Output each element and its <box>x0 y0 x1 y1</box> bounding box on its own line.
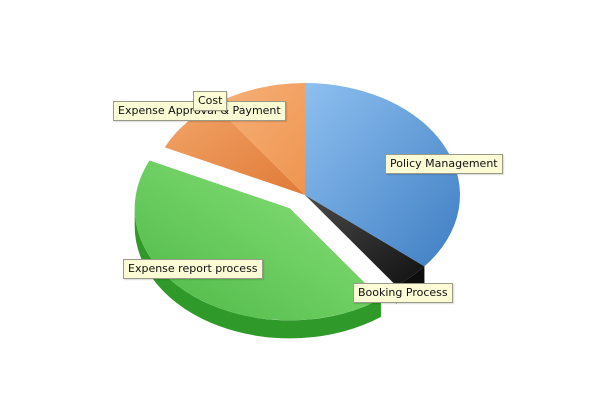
label-expense-report-process: Expense report process <box>123 259 263 279</box>
pie-slice-booking-process <box>305 195 425 286</box>
label-cost: Cost <box>193 91 228 111</box>
pie-slice-expense-approval-payment <box>164 104 305 195</box>
label-booking-process: Booking Process <box>353 283 453 303</box>
pie-slice-side-2 <box>134 208 381 339</box>
label-policy-management: Policy Management <box>385 154 503 174</box>
pie-slice-expense-report-process <box>134 160 381 321</box>
pie-slice-policy-management <box>305 83 460 267</box>
